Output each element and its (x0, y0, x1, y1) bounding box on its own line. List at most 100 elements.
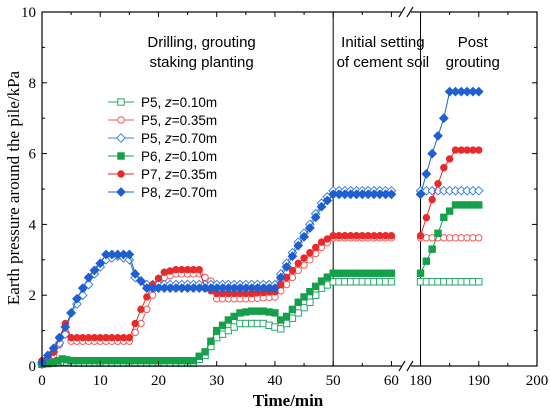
series-4-point-44 (294, 259, 302, 268)
series-3-point-31 (213, 326, 221, 335)
phase-label-2-line-0: Post (458, 34, 489, 51)
series-3-point-29 (201, 348, 209, 356)
series-3-point-66 (440, 213, 448, 222)
series-4-point-61 (416, 232, 425, 240)
series-5-point-45 (299, 231, 309, 242)
legend-label-2: P5, z=0.70m (141, 131, 217, 146)
series-5-point-41 (275, 272, 286, 283)
legend-marker-3 (117, 152, 125, 160)
series-4-point-49 (323, 235, 332, 243)
series-0-point-47 (300, 303, 308, 312)
y-tick-label-3: 6 (29, 147, 37, 163)
legend-label-5: P8, z=0.70m (141, 185, 217, 200)
x-tick-label-6: 60 (384, 373, 399, 389)
y-tick-label-4: 8 (29, 76, 37, 92)
series-5 (37, 86, 484, 368)
series-4-point-47 (312, 243, 320, 252)
series-3 (38, 201, 483, 368)
series-3-point-28 (195, 352, 203, 360)
phase-label-1-line-1: of cement soil (337, 54, 430, 71)
series-4-point-48 (317, 238, 326, 246)
axis-break-mark-0b (406, 6, 414, 18)
phase-label-2-line-1: grouting (446, 54, 500, 71)
series-3-point-43 (282, 312, 291, 321)
axis-break-mark-1a (398, 360, 406, 372)
series-3-point-67 (445, 207, 454, 215)
series-3-point-64 (428, 245, 436, 253)
series-5-point-65 (438, 113, 449, 124)
series-4-point-18 (143, 293, 151, 301)
series-5-point-64 (433, 130, 443, 141)
series-5-point-49 (322, 195, 333, 206)
series-3-point-50 (323, 273, 332, 281)
series-3-point-72 (475, 201, 483, 209)
x-axis-title: Time/min (253, 391, 324, 410)
legend: P5, z=0.10m P5, z=0.35m P5, z=0.70m P6, z=0… (108, 95, 217, 200)
series-5-point-7 (77, 283, 88, 294)
series-5-point-60 (386, 189, 397, 200)
phase-label-0-line-1: staking planting (149, 54, 253, 71)
series-4-point-22 (166, 267, 174, 275)
series-0-point-62 (387, 278, 396, 286)
series-5-point-15 (124, 249, 135, 260)
series-5-point-44 (293, 240, 304, 251)
y-tick-label-0: 0 (29, 359, 37, 375)
series-4-point-64 (434, 179, 442, 188)
series-4-point-27 (195, 266, 203, 274)
series-4-point-16 (131, 319, 139, 328)
series-4-point-46 (306, 249, 314, 257)
phase-label-0-line-0: Drilling, grouting (147, 34, 255, 51)
x-tick-label-7: 180 (409, 373, 432, 389)
series-4-point-65 (440, 164, 448, 172)
series-3-point-49 (317, 277, 326, 285)
legend-label-0: P5, z=0.10m (141, 95, 217, 110)
series-5-point-10 (95, 258, 106, 269)
series-3-point-30 (207, 337, 215, 345)
x-tick-label-0: 0 (38, 373, 46, 389)
x-tick-label-8: 190 (468, 373, 491, 389)
series-5-point-42 (281, 261, 292, 272)
series-4-point-63 (428, 195, 436, 204)
series-5-point-71 (473, 86, 484, 97)
x-tick-label-9: 200 (526, 373, 549, 389)
series-3-point-41 (271, 309, 279, 317)
axis-break-mark-1b (406, 360, 414, 372)
series-5-point-4 (60, 322, 71, 332)
series-4-point-45 (300, 254, 308, 262)
series-5-point-48 (316, 201, 327, 212)
series-3-point-47 (306, 287, 314, 296)
series-3-point-65 (434, 229, 442, 237)
legend-marker-4 (117, 170, 125, 178)
y-tick-label-5: 10 (21, 5, 36, 21)
series-4-point-17 (137, 305, 145, 314)
series-5-point-47 (310, 212, 321, 223)
series-5-point-3 (54, 332, 65, 343)
series-4-point-15 (125, 333, 134, 342)
series-3-point-63 (422, 257, 431, 265)
series-4-point-66 (445, 155, 454, 163)
text-layer: Time/min Earth pressure around the pile/… (4, 5, 548, 410)
axis-break-gap-1 (400, 362, 411, 370)
series-5-point-46 (304, 223, 315, 233)
series-3-point-32 (218, 321, 227, 329)
series-5-point-43 (287, 251, 298, 262)
axis-break-mark-0a (398, 6, 406, 18)
series-5-point-6 (72, 293, 82, 304)
y-tick-label-1: 2 (29, 288, 37, 304)
series-2-point-71 (473, 185, 484, 196)
series-2-point-6 (72, 299, 82, 309)
series-5-line-1 (420, 91, 479, 195)
axis-break-gap-0 (400, 8, 411, 16)
series-3-point-46 (300, 293, 308, 301)
legend-label-3: P6, z=0.10m (141, 149, 217, 164)
series-3-point-45 (294, 298, 302, 306)
series-5-point-1 (42, 350, 53, 361)
series-4-point-21 (160, 268, 168, 276)
series-1-point-71 (475, 234, 483, 242)
legend-marker-5 (116, 187, 126, 197)
series-4-point-43 (288, 266, 297, 275)
legend-marker-2 (116, 133, 126, 143)
series-3-point-62 (416, 269, 425, 277)
x-tick-label-1: 10 (93, 373, 108, 389)
legend-label-1: P5, z=0.35m (141, 113, 217, 128)
